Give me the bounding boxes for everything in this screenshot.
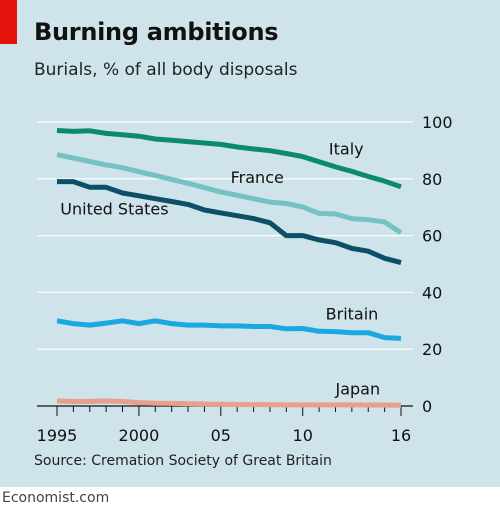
series-label-france: France xyxy=(231,168,284,187)
series-label-united-states: United States xyxy=(60,199,168,218)
y-tick-label-100: 100 xyxy=(422,113,453,132)
series-line-united-states xyxy=(57,179,402,266)
series-label-britain: Britain xyxy=(326,304,379,323)
series-line-japan xyxy=(56,398,401,408)
x-axis: 1995 2000 05 10 16 xyxy=(37,405,413,445)
brand-red-tag xyxy=(0,0,17,44)
source-note: Source: Cremation Society of Great Brita… xyxy=(34,453,332,469)
y-tick-labels: 0 20 40 60 80 100 xyxy=(422,113,453,416)
chart-title: Burning ambitions xyxy=(34,18,279,46)
line-chart: 0 20 40 60 80 100 1995 2000 05 10 16 Italy France U… xyxy=(37,113,453,445)
series-lines xyxy=(56,128,403,408)
y-tick-label-60: 60 xyxy=(422,227,442,246)
x-tick-label-1995: 1995 xyxy=(37,426,78,445)
gridlines xyxy=(37,121,413,350)
publisher-credit: Economist.com xyxy=(2,490,110,506)
y-tick-label-40: 40 xyxy=(422,283,442,302)
series-line-italy xyxy=(56,128,402,190)
x-tick-label-10: 10 xyxy=(293,426,313,445)
y-tick-label-0: 0 xyxy=(422,397,432,416)
series-label-japan: Japan xyxy=(334,380,380,399)
y-tick-label-20: 20 xyxy=(422,340,442,359)
series-labels: Italy France United States Britain Japan xyxy=(60,140,380,399)
series-label-italy: Italy xyxy=(329,140,364,159)
x-tick-label-2000: 2000 xyxy=(119,426,160,445)
y-tick-label-80: 80 xyxy=(422,170,442,189)
series-line-france xyxy=(56,152,403,235)
chart-subtitle: Burials, % of all body disposals xyxy=(34,60,298,80)
series-line-britain xyxy=(56,318,402,341)
x-tick-label-05: 05 xyxy=(211,426,231,445)
x-tick-label-16: 16 xyxy=(391,426,411,445)
